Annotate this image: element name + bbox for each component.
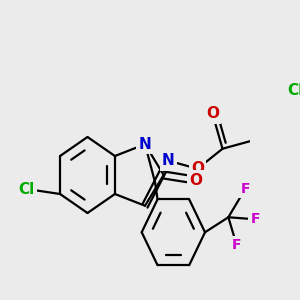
Text: F: F	[232, 238, 242, 252]
Text: N: N	[139, 137, 152, 152]
Text: N: N	[162, 153, 175, 168]
Text: Cl: Cl	[287, 83, 300, 98]
Text: O: O	[189, 172, 202, 188]
Text: F: F	[240, 182, 250, 196]
Text: O: O	[206, 106, 219, 121]
Text: Cl: Cl	[19, 182, 35, 196]
Text: F: F	[250, 212, 260, 226]
Text: O: O	[191, 161, 204, 176]
